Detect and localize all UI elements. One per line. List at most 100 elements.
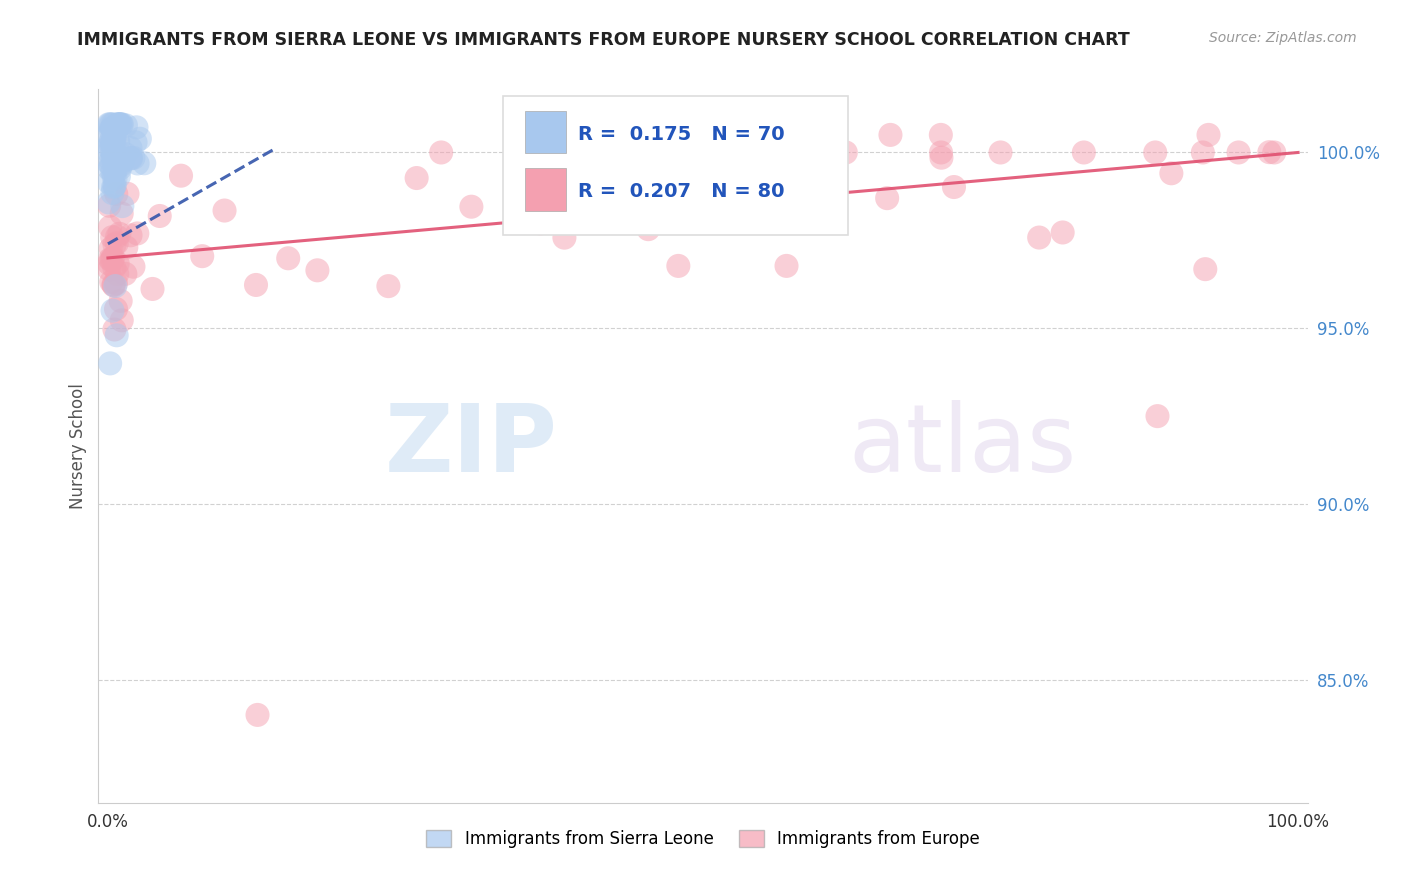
Point	[98, 262, 121, 277]
Point	[103, 137, 125, 152]
Point	[668, 145, 690, 160]
Point	[98, 199, 121, 213]
Point	[1052, 226, 1074, 240]
Point	[931, 151, 953, 165]
Point	[105, 328, 128, 343]
Point	[104, 129, 127, 144]
Point	[115, 119, 138, 133]
Point	[108, 117, 131, 131]
Point	[1198, 128, 1220, 142]
Point	[124, 136, 146, 150]
Point	[460, 200, 482, 214]
Point	[214, 203, 236, 218]
Point	[108, 117, 131, 131]
Point	[1144, 145, 1167, 160]
Point	[104, 279, 127, 293]
Point	[101, 186, 124, 200]
Point	[103, 169, 125, 184]
Point	[104, 153, 127, 168]
Point	[658, 162, 681, 177]
Point	[1073, 145, 1095, 160]
Point	[101, 153, 124, 168]
Point	[103, 178, 125, 193]
Point	[97, 145, 120, 159]
Point	[245, 277, 267, 292]
FancyBboxPatch shape	[526, 112, 567, 153]
Point	[100, 121, 122, 136]
Point	[120, 228, 142, 243]
Point	[97, 140, 120, 154]
Point	[553, 230, 575, 244]
Point	[101, 145, 124, 160]
Point	[170, 169, 193, 183]
Point	[117, 186, 139, 201]
Point	[107, 117, 129, 131]
Point	[103, 125, 125, 139]
Point	[103, 127, 125, 141]
Point	[103, 277, 125, 292]
Text: R =  0.207   N = 80: R = 0.207 N = 80	[578, 182, 785, 201]
Point	[122, 260, 145, 274]
Point	[125, 120, 148, 135]
Point	[105, 155, 128, 169]
Y-axis label: Nursery School: Nursery School	[69, 383, 87, 509]
Point	[100, 159, 122, 173]
Point	[637, 222, 659, 236]
Point	[307, 263, 329, 277]
Point	[572, 145, 595, 160]
Point	[100, 275, 122, 289]
Point	[943, 180, 966, 194]
Point	[108, 227, 131, 241]
Point	[114, 267, 136, 281]
Point	[111, 313, 134, 327]
FancyBboxPatch shape	[503, 96, 848, 235]
Point	[127, 227, 149, 241]
Point	[110, 293, 132, 308]
Point	[128, 132, 150, 146]
Point	[97, 117, 120, 131]
Point	[98, 162, 121, 177]
Point	[104, 163, 127, 178]
Point	[98, 220, 121, 235]
Point	[112, 153, 135, 168]
Point	[430, 145, 453, 160]
Point	[775, 259, 797, 273]
Point	[98, 356, 121, 370]
Point	[101, 252, 124, 266]
Point	[127, 156, 149, 170]
Point	[1227, 145, 1250, 160]
Text: R =  0.175   N = 70: R = 0.175 N = 70	[578, 125, 785, 144]
Point	[277, 252, 299, 266]
Point	[101, 164, 124, 178]
Point	[108, 161, 131, 176]
Point	[110, 117, 132, 131]
Point	[929, 145, 952, 160]
Point	[97, 156, 120, 170]
Point	[105, 229, 128, 244]
Point	[120, 152, 142, 166]
Point	[111, 206, 134, 220]
Point	[101, 135, 124, 149]
Point	[104, 277, 127, 291]
Point	[105, 236, 128, 251]
Point	[990, 145, 1012, 160]
Point	[105, 267, 128, 281]
Point	[108, 157, 131, 171]
Point	[929, 128, 952, 142]
Point	[103, 322, 125, 336]
Point	[105, 301, 128, 316]
Point	[405, 171, 427, 186]
Point	[107, 117, 129, 131]
FancyBboxPatch shape	[526, 169, 567, 211]
Point	[716, 145, 738, 160]
Point	[105, 186, 128, 201]
Point	[98, 136, 121, 150]
Point	[1160, 166, 1182, 180]
Point	[97, 195, 120, 210]
Point	[120, 151, 142, 165]
Point	[835, 145, 858, 160]
Point	[100, 142, 122, 156]
Point	[666, 259, 689, 273]
Point	[120, 141, 142, 155]
Point	[122, 151, 145, 165]
